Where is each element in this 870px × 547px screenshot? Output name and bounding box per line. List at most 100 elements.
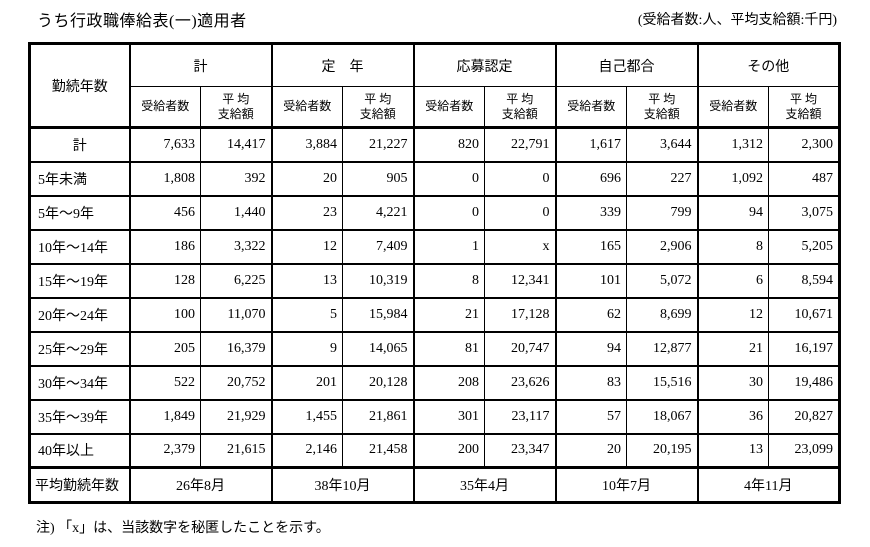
value-cell: 522 [128,364,201,401]
row-label: 20年〜24年 [29,296,130,333]
value-cell: 20,827 [768,398,840,435]
row-label: 25年〜29年 [29,330,130,367]
value-cell: 16,197 [768,330,840,367]
page-title: うち行政職俸給表(一)適用者 [37,13,247,30]
value-cell: 6 [696,262,769,299]
header-sub-row: 受給者数 平 均 支給額 受給者数 平 均 支給額 受給者数 平 均 支給額 受… [30,86,840,129]
value-cell: 10,671 [768,296,840,333]
value-cell: 20,195 [626,432,698,469]
value-cell: 2,906 [626,228,698,265]
footnote: 注) 「x」は、当該数字を秘匿したことを示す。 [36,521,330,536]
table-footer: 平均勤続年数 26年8月 38年10月 35年4月 10年7月 4年11月 [29,466,840,503]
value-cell: 8,594 [768,262,840,299]
value-cell: 21,861 [342,398,414,435]
table-row: 10年〜14年 186 3,322 12 7,409 1 x 165 2,906 8 5,205 [29,228,840,265]
value-cell: 94 [696,194,769,231]
value-cell: 1,617 [554,126,627,163]
avg-years-application: 35年4月 [412,466,556,503]
value-cell: 5 [270,296,343,333]
col-group-mandatory-retirement: 定 年 [270,43,414,87]
value-cell: 21,227 [342,126,414,163]
value-cell: 208 [412,364,485,401]
avg-years-personal: 10年7月 [554,466,698,503]
value-cell: 21,929 [200,398,272,435]
value-cell: 186 [128,228,201,265]
row-label: 5年〜9年 [29,194,130,231]
value-cell: 62 [554,296,627,333]
value-cell: 905 [342,160,414,197]
value-cell: 12,341 [484,262,556,299]
col-header-avg-amount: 平 均 支給額 [768,86,840,129]
col-header-avg-amount: 平 均 支給額 [626,86,698,129]
value-cell: 7,409 [342,228,414,265]
value-cell: 1,440 [200,194,272,231]
value-cell: 165 [554,228,627,265]
value-cell: 10,319 [342,262,414,299]
average-service-years-row: 平均勤続年数 26年8月 38年10月 35年4月 10年7月 4年11月 [29,466,840,503]
col-header-recipients: 受給者数 [696,86,769,129]
value-cell: 3,884 [270,126,343,163]
table-row: 40年以上 2,379 21,615 2,146 21,458 200 23,347 20 20… [29,432,840,469]
value-cell: 3,322 [200,228,272,265]
value-cell: 12,877 [626,330,698,367]
table-row: 25年〜29年 205 16,379 9 14,065 81 20,747 94 12,877 2… [29,330,840,367]
value-cell: 227 [626,160,698,197]
value-cell: 14,065 [342,330,414,367]
value-cell: 1,455 [270,398,343,435]
value-cell: 21 [696,330,769,367]
value-cell: 799 [626,194,698,231]
value-cell: 5,205 [768,228,840,265]
value-cell: 201 [270,364,343,401]
value-cell: 13 [270,262,343,299]
value-cell: 11,070 [200,296,272,333]
table-row: 15年〜19年 128 6,225 13 10,319 8 12,341 101 5,072 6 8… [29,262,840,299]
value-cell: 1,092 [696,160,769,197]
row-label: 30年〜34年 [29,364,130,401]
value-cell: 1 [412,228,485,265]
value-cell: 21,615 [200,432,272,469]
value-cell: 94 [554,330,627,367]
value-cell: 487 [768,160,840,197]
value-cell: 19,486 [768,364,840,401]
retirement-benefit-table: 勤続年数 計 定 年 応募認定 自己都合 その他 受給者数 平 均 支給額 受給… [28,42,841,504]
table-body: 計 7,633 14,417 3,884 21,227 820 22,791 1,617 3,6… [29,126,840,469]
col-header-avg-amount: 平 均 支給額 [200,86,272,129]
value-cell: 2,300 [768,126,840,163]
value-cell: 200 [412,432,485,469]
value-cell: 15,516 [626,364,698,401]
row-label: 40年以上 [29,432,130,469]
value-cell: 22,791 [484,126,556,163]
value-cell: 1,849 [128,398,201,435]
value-cell: 1,808 [128,160,201,197]
value-cell: 36 [696,398,769,435]
value-cell: 101 [554,262,627,299]
value-cell: 0 [412,194,485,231]
value-cell: 339 [554,194,627,231]
value-cell: 17,128 [484,296,556,333]
value-cell: 6,225 [200,262,272,299]
table-row: 5年未満 1,808 392 20 905 0 0 696 227 1,092 487 [29,160,840,197]
col-group-other: その他 [696,43,840,87]
value-cell: 20,128 [342,364,414,401]
value-cell: 696 [554,160,627,197]
col-group-application-based: 応募認定 [412,43,556,87]
col-group-total: 計 [128,43,272,87]
value-cell: 0 [484,160,556,197]
value-cell: 23,347 [484,432,556,469]
value-cell: 0 [484,194,556,231]
value-cell: 392 [200,160,272,197]
value-cell: 20,747 [484,330,556,367]
col-header-avg-amount: 平 均 支給額 [484,86,556,129]
col-group-personal-reasons: 自己都合 [554,43,698,87]
value-cell: 14,417 [200,126,272,163]
value-cell: 13 [696,432,769,469]
value-cell: 20,752 [200,364,272,401]
row-label: 15年〜19年 [29,262,130,299]
value-cell: 7,633 [128,126,201,163]
value-cell: 83 [554,364,627,401]
value-cell: 23,626 [484,364,556,401]
value-cell: 820 [412,126,485,163]
value-cell: 456 [128,194,201,231]
value-cell: 20 [270,160,343,197]
